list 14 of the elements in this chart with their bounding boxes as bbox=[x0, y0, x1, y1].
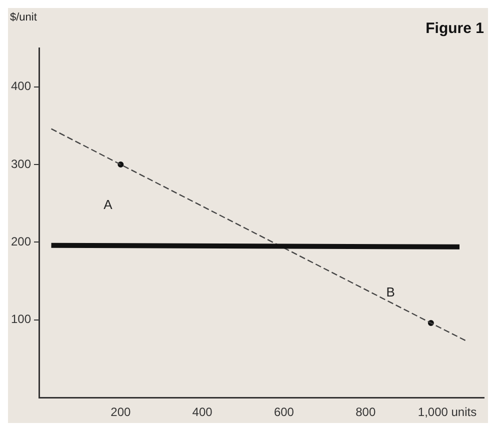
annotation: A bbox=[104, 196, 113, 212]
y-tick-label: 300 bbox=[10, 156, 32, 171]
annotation: B bbox=[386, 284, 395, 300]
y-tick-label: 400 bbox=[10, 79, 32, 94]
chart-title: Figure 1 bbox=[426, 20, 484, 38]
y-tick-label: 100 bbox=[10, 312, 32, 326]
x-tick-label: 1,000 units bbox=[418, 405, 477, 420]
x-tick-label: 800 bbox=[356, 405, 376, 420]
y-axis-title: $/unit bbox=[10, 12, 37, 24]
x-tick-label: 600 bbox=[274, 405, 294, 420]
x-tick-label: 200 bbox=[110, 405, 131, 420]
y-tick-label: 200 bbox=[10, 234, 32, 249]
line-series bbox=[50, 128, 468, 342]
x-tick-label: 400 bbox=[192, 405, 213, 420]
